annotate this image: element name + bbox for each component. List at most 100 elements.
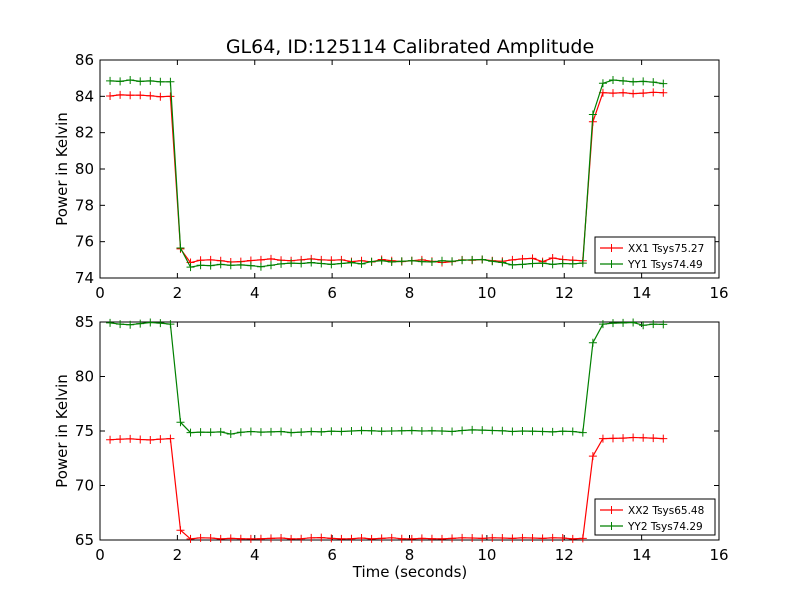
top-series-2-point: [608, 75, 617, 84]
bottom-series-1-point: [116, 435, 125, 444]
bottom-series-1-point: [488, 533, 497, 542]
top-series-2-point: [357, 259, 366, 268]
top-series-2-point: [347, 258, 356, 267]
top-series-1-point: [126, 91, 135, 100]
top-series-2-point: [307, 258, 316, 267]
top-series-2-point: [176, 244, 185, 253]
top-series-2-point: [488, 257, 497, 266]
top-y-axis-label: Power in Kelvin: [53, 112, 71, 226]
bottom-series-1-point: [639, 433, 648, 442]
top-x-tick-label: 2: [173, 284, 183, 302]
bottom-series-2-point: [226, 430, 235, 439]
top-series-2-point: [598, 79, 607, 88]
bottom-series-2-point: [407, 426, 416, 435]
bottom-series-2-point: [377, 427, 386, 436]
bottom-series-1-point: [327, 534, 336, 543]
top-x-tick-label: 10: [477, 284, 496, 302]
bottom-x-tick-label: 6: [327, 546, 337, 564]
top-x-tick-label: 8: [405, 284, 415, 302]
bottom-series-1-point: [478, 534, 487, 543]
bottom-x-tick-label: 12: [555, 546, 574, 564]
bottom-series-1-point: [427, 534, 436, 543]
top-legend-box: [594, 236, 716, 274]
bottom-y-tick-label: 65: [75, 531, 94, 549]
top-x-tick-label: 4: [250, 284, 260, 302]
bottom-series-1-point: [236, 534, 245, 543]
bottom-series-1-point: [558, 534, 567, 543]
bottom-series-2-point: [186, 428, 195, 437]
top-series-2-point: [659, 79, 668, 88]
bottom-series-2-point: [216, 427, 225, 436]
top-series-2-point: [427, 258, 436, 267]
bottom-series-2-point: [528, 427, 537, 436]
bottom-series-2-point: [649, 320, 658, 329]
top-series-2-point: [266, 261, 275, 270]
bottom-series-2-point: [246, 427, 255, 436]
bottom-series-2-point: [116, 320, 125, 329]
bottom-series-2-point: [206, 428, 215, 437]
bottom-series-2-point: [277, 427, 286, 436]
top-series-1-point: [639, 89, 648, 98]
top-series-1-point: [619, 88, 628, 97]
bottom-series-2-point: [126, 320, 135, 329]
top-y-tick-label: 80: [75, 160, 94, 178]
top-series-2-point: [639, 77, 648, 86]
bottom-series-2-point: [337, 427, 346, 436]
bottom-series-1-point: [357, 534, 366, 543]
bottom-series-1-point: [216, 534, 225, 543]
top-series-2-point: [327, 260, 336, 269]
top-series-2-point: [166, 77, 175, 86]
bottom-series-2-point: [659, 320, 668, 329]
bottom-series-2-point: [256, 428, 265, 437]
top-series-2-point: [518, 260, 527, 269]
top-y-tick-label: 84: [75, 87, 94, 105]
bottom-series-1-point: [377, 534, 386, 543]
bottom-series-1-point: [437, 534, 446, 543]
bottom-series-1-point: [266, 534, 275, 543]
bottom-series-2-point: [136, 319, 145, 328]
top-y-tick-label: 86: [75, 51, 94, 69]
top-series-2-point: [407, 256, 416, 265]
bottom-series-2-point: [437, 427, 446, 435]
bottom-series-1-point: [176, 526, 185, 535]
bottom-y-tick-label: 70: [75, 477, 94, 495]
bottom-series-1-point: [619, 434, 628, 443]
top-x-tick-label: 0: [95, 284, 105, 302]
bottom-y-axis-label: Power in Kelvin: [53, 374, 71, 488]
bottom-series-2-point: [347, 427, 356, 435]
top-series-2-point: [629, 77, 638, 86]
bottom-series-2-point: [508, 427, 517, 436]
bottom-series-2-point: [297, 428, 306, 437]
bottom-series-2-point: [387, 427, 396, 435]
bottom-series-1-point: [297, 534, 306, 543]
bottom-series-2-point: [327, 427, 336, 436]
top-series-1-point: [659, 88, 668, 97]
top-legend: XX1 Tsys75.27 YY1 Tsys74.49: [594, 236, 716, 274]
bottom-series-1-point: [659, 434, 668, 443]
top-series-1-point: [106, 91, 115, 100]
top-series-2-point: [508, 260, 517, 269]
bottom-series-2-point: [629, 318, 638, 327]
top-series-2-point: [588, 110, 597, 119]
bottom-x-tick-label: 4: [250, 546, 260, 564]
bottom-legend-box: [594, 498, 716, 536]
bottom-series-1-point: [387, 533, 396, 542]
bottom-x-tick-label: 16: [709, 546, 728, 564]
bottom-legend-label-2: YY2 Tsys74.29: [627, 521, 703, 533]
bottom-series-1-point: [458, 533, 467, 542]
bottom-series-1-point: [598, 434, 607, 443]
bottom-series-1-point: [156, 435, 165, 444]
bottom-series-1-point: [608, 434, 617, 443]
bottom-series-2-point: [317, 427, 326, 436]
bottom-series-1-point: [578, 534, 587, 543]
top-series-2-point: [437, 256, 446, 265]
bottom-series-2-point: [307, 427, 316, 436]
top-x-tick-label: 12: [555, 284, 574, 302]
bottom-legend: XX2 Tsys65.48 YY2 Tsys74.29: [594, 498, 716, 536]
bottom-series-2-point: [106, 318, 115, 327]
bottom-x-tick-label: 14: [632, 546, 651, 564]
top-series-2-point: [116, 77, 125, 86]
top-y-tick-label: 82: [75, 124, 94, 142]
bottom-series-1-point: [448, 534, 457, 543]
